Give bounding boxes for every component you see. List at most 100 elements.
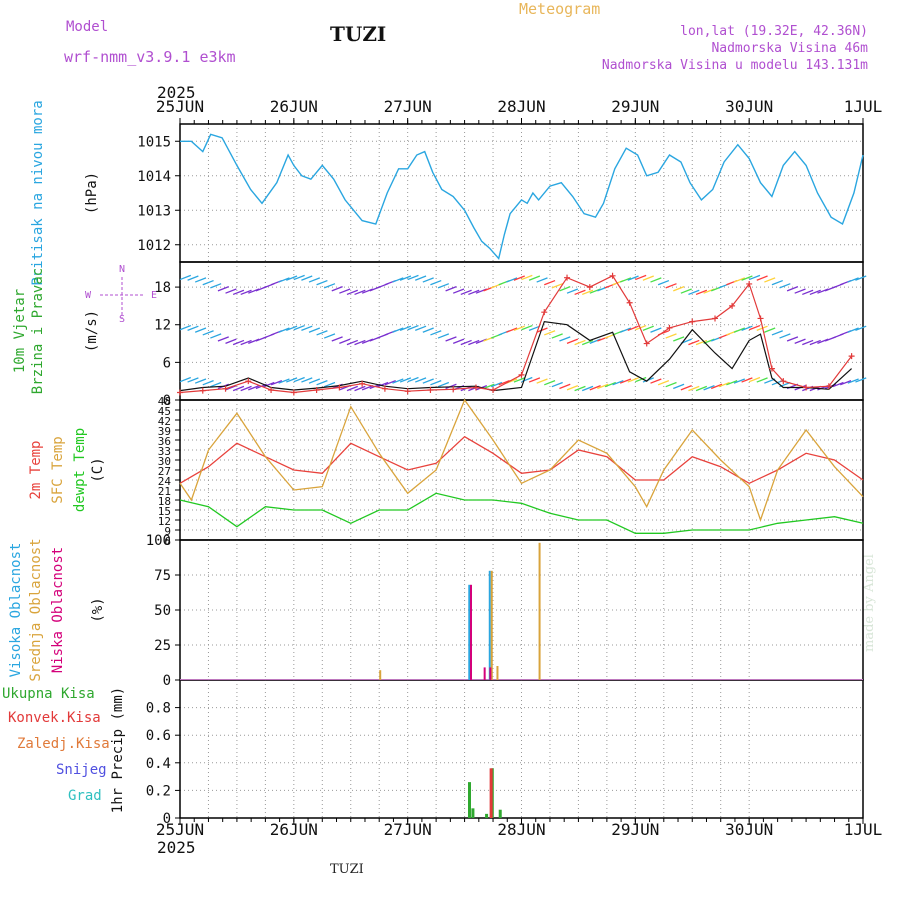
- wind-gust-point: [586, 284, 593, 291]
- wind-barb: [832, 381, 844, 388]
- wind-barb: [217, 286, 229, 292]
- precip-bar: [485, 813, 489, 818]
- wind-barb: [673, 383, 685, 390]
- wind-gust-point: [313, 386, 320, 393]
- wind-barb: [521, 274, 533, 281]
- temp-title-sfc: SFC Temp: [50, 436, 66, 503]
- wind-barb: [323, 333, 336, 339]
- wind-gust-point: [729, 302, 736, 309]
- wind-barb: [642, 275, 654, 281]
- wind-barb: [490, 381, 503, 388]
- temp-unit: (C): [90, 457, 106, 482]
- y-tick-label: 0.4: [146, 756, 171, 772]
- wind-barb: [794, 338, 806, 344]
- wind-barb: [202, 379, 214, 386]
- wind-barb: [710, 383, 723, 390]
- wind-barb: [346, 339, 358, 346]
- wind-barb: [574, 339, 586, 346]
- wind-barb: [187, 325, 199, 332]
- wind-barb: [748, 376, 761, 383]
- y-tick-label: 0.8: [146, 701, 171, 717]
- wind-barb: [764, 277, 776, 283]
- bottom-date-label: 1JUL: [844, 820, 883, 839]
- bottom-date-label: 29JUN: [611, 820, 659, 839]
- wind-barb: [217, 336, 229, 342]
- wind-barb: [619, 277, 632, 283]
- wind-barb: [657, 379, 670, 386]
- wind-gust-point: [803, 384, 810, 391]
- wind-barb: [308, 327, 321, 333]
- wind-gust-point: [712, 315, 719, 322]
- wind-barb: [263, 381, 275, 388]
- wind-barb: [415, 275, 427, 281]
- wind-barb: [460, 289, 472, 296]
- wind-barb: [680, 385, 692, 391]
- wind-barb: [847, 327, 859, 333]
- compass-rose: N W E S: [85, 264, 157, 325]
- y-tick-label: 1015: [137, 134, 171, 150]
- wind-barb: [399, 325, 412, 332]
- wind-barb: [452, 288, 465, 294]
- compass-s: S: [119, 314, 125, 325]
- model-name: wrf-nmm_v3.9.1 e3km: [64, 48, 236, 66]
- wind-barb: [688, 289, 700, 296]
- wind-barb: [748, 324, 761, 331]
- wind-gust-point: [848, 353, 855, 360]
- wind-barb: [764, 327, 776, 333]
- top-date-label: 29JUN: [611, 97, 659, 116]
- wind-barb: [392, 277, 404, 283]
- wind-barb: [809, 289, 821, 296]
- y-tick-label: 6: [163, 355, 171, 371]
- wind-barb: [316, 330, 328, 336]
- y-tick-label: 1012: [137, 238, 171, 254]
- y-tick-label: 75: [154, 568, 171, 584]
- compass-n: N: [119, 264, 125, 275]
- wind-barb: [301, 275, 313, 281]
- wind-barb: [468, 339, 480, 346]
- wind-gust-point: [643, 340, 650, 347]
- cloud-bar: [379, 670, 382, 680]
- wind-barb: [771, 330, 783, 336]
- wind-barb: [506, 277, 518, 283]
- wind-barb: [407, 274, 419, 281]
- footer-station: TUZI: [330, 862, 364, 877]
- wind-barb: [286, 377, 298, 383]
- wind-barb: [536, 327, 548, 333]
- wind-barb: [847, 378, 859, 384]
- wind-barb: [855, 275, 867, 281]
- wind-barb: [194, 327, 207, 333]
- cloud-bar: [496, 666, 499, 680]
- wind-barb: [316, 279, 328, 286]
- wind-barb: [528, 275, 541, 281]
- wind-barb: [680, 288, 692, 294]
- wind-gust-point: [768, 365, 775, 372]
- wind-barb: [559, 286, 571, 292]
- wind-barb: [354, 339, 366, 346]
- temp-title-dewpt: dewpt Temp: [72, 428, 88, 512]
- wind-barb: [566, 385, 579, 391]
- cloud-unit: (%): [90, 597, 106, 622]
- wind-barb: [232, 339, 245, 346]
- wind-barb: [415, 377, 427, 383]
- y-tick-label: 39: [158, 425, 171, 438]
- y-tick-label: 0: [163, 811, 171, 827]
- wind-barb: [437, 333, 450, 339]
- wind-barb: [779, 333, 791, 339]
- precip-legend-item: Grad: [68, 788, 102, 804]
- wind-barb: [635, 324, 647, 331]
- compass-e: E: [151, 290, 157, 301]
- y-tick-label: 15: [158, 505, 171, 518]
- wind-barb: [194, 277, 207, 283]
- wind-barb: [210, 381, 222, 388]
- wind-barb: [779, 283, 791, 289]
- wind-barb: [733, 378, 746, 384]
- cloud-bar: [483, 667, 486, 680]
- top-date-label: 28JUN: [497, 97, 545, 116]
- top-date-label: 26JUN: [270, 97, 318, 116]
- wind-barb: [551, 283, 563, 289]
- wind-barb: [650, 378, 662, 384]
- wind-barb: [210, 333, 222, 339]
- wind-barb: [422, 327, 434, 333]
- y-tick-label: 1013: [137, 203, 171, 219]
- bottom-date-label: 25JUN: [156, 820, 204, 839]
